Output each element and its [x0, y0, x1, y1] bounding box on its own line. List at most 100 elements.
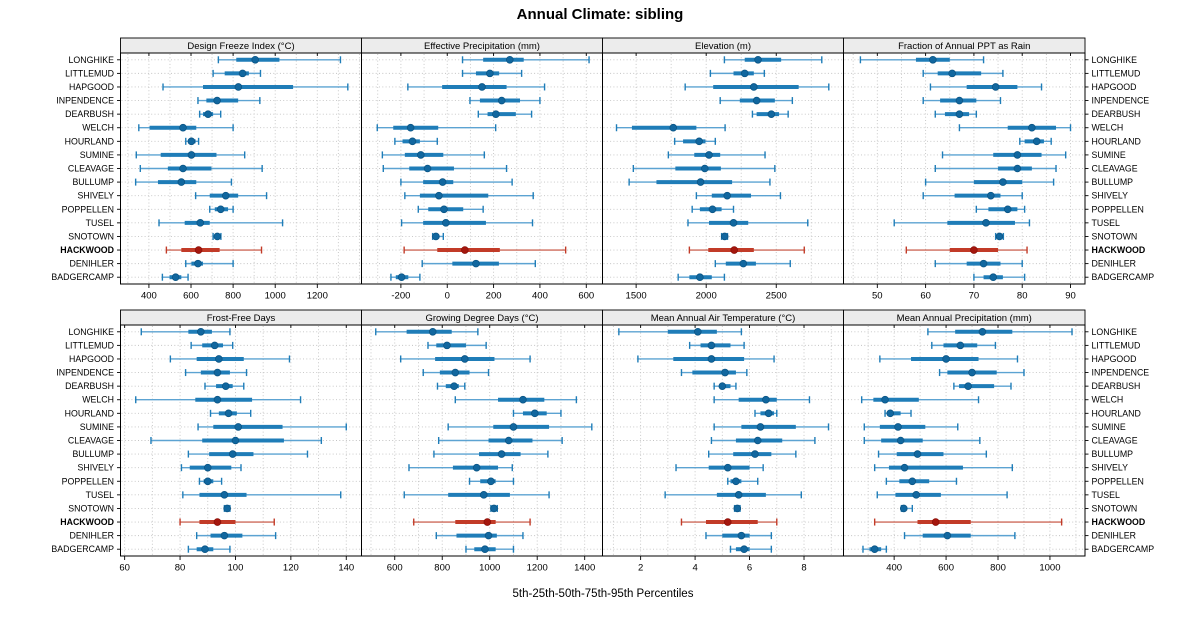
site-label-right: LONGHIKE: [1092, 55, 1138, 65]
interval-row-welch: [376, 123, 497, 132]
interval-row-cleavage: [382, 164, 508, 173]
site-label-left: DENIHLER: [70, 531, 114, 541]
median-dot: [171, 273, 180, 282]
interval-row-welch: [860, 395, 980, 404]
site-label-left: WELCH: [82, 395, 114, 405]
median-dot: [497, 450, 506, 458]
interval-row-cleavage: [934, 164, 1057, 173]
interval-row-hackwood: [179, 518, 275, 526]
median-dot: [486, 69, 494, 78]
median-dot: [428, 327, 437, 336]
median-dot: [721, 368, 729, 377]
median-dot: [956, 341, 965, 350]
median-dot: [723, 518, 732, 526]
axis-tick-label: 800: [225, 291, 241, 302]
interval-row-shively: [873, 463, 1013, 472]
site-label-left: HAPGOOD: [69, 82, 114, 92]
site-label-left: HACKWOOD: [60, 517, 114, 527]
median-dot: [483, 518, 492, 526]
median-dot: [707, 355, 716, 363]
median-dot: [929, 55, 937, 64]
xlab-caption: 5th-25th-50th-75th-95th Percentiles: [512, 588, 694, 600]
site-label-left: HOURLAND: [65, 408, 114, 418]
interval-row-cleavage: [710, 436, 816, 445]
interval-row-tusel: [400, 219, 534, 227]
axis-tick-label: 1400: [574, 563, 595, 574]
median-dot: [408, 137, 417, 146]
median-dot: [194, 259, 202, 268]
median-dot: [696, 273, 704, 282]
axis-tick-label: 2: [638, 563, 643, 574]
median-dot: [234, 83, 243, 91]
median-dot: [970, 246, 978, 254]
median-dot: [733, 504, 742, 513]
median-dot: [440, 205, 448, 214]
median-dot: [481, 545, 489, 554]
interval-row-hourland: [394, 137, 438, 146]
interval-row-hapgood: [879, 355, 1019, 363]
site-label-left: INPENDENCE: [56, 368, 114, 378]
interval-row-tusel: [182, 491, 342, 499]
axis-tick-label: 140: [338, 563, 354, 574]
median-dot: [179, 123, 187, 132]
interval-row-denihler: [934, 259, 1023, 268]
interval-row-hourland: [884, 409, 912, 418]
site-label-right: DEARBUSH: [1092, 109, 1141, 119]
interval-row-sumine: [197, 423, 347, 431]
interval-row-poppellen: [468, 477, 515, 486]
interval-row-hackwood: [403, 246, 567, 254]
interval-row-inpendence: [184, 368, 248, 377]
median-dot: [472, 463, 481, 472]
median-dot: [197, 327, 205, 336]
interval-row-hourland: [1019, 137, 1052, 146]
interval-row-snotown: [994, 232, 1005, 241]
site-label-right: BULLUMP: [1092, 177, 1134, 187]
interval-row-cleavage: [139, 164, 263, 173]
interval-row-inpendence: [469, 96, 541, 105]
interval-row-denihler: [195, 531, 277, 540]
interval-row-sumine: [713, 423, 830, 431]
site-label-left: TUSEL: [86, 218, 114, 228]
median-dot: [750, 83, 758, 91]
median-dot: [251, 55, 260, 64]
interval-row-hapgood: [929, 83, 1043, 91]
median-dot: [968, 368, 976, 377]
site-label-right: LONGHIKE: [1092, 327, 1138, 337]
interval-row-littlemud: [931, 341, 997, 350]
interval-row-hourland: [209, 409, 252, 418]
interval-row-bullump: [187, 450, 309, 458]
median-dot: [1013, 151, 1022, 159]
site-label-left: TUSEL: [86, 490, 114, 500]
interval-row-welch: [615, 123, 726, 132]
interval-row-dearbush: [713, 382, 737, 390]
median-dot: [228, 450, 237, 458]
strip-label: Fraction of Annual PPT as Rain: [898, 41, 1030, 52]
median-dot: [723, 463, 732, 472]
median-dot: [767, 110, 776, 118]
site-label-left: INPENDENCE: [56, 96, 114, 106]
median-dot: [756, 423, 765, 431]
site-label-right: DENIHLER: [1092, 259, 1136, 269]
panel-fraction-of-annual-ppt-as-rain: Fraction of Annual PPT as Rain 50 60 70 80 90…: [843, 37, 1154, 302]
median-dot: [694, 327, 702, 336]
interval-row-hackwood: [905, 246, 1028, 254]
interval-row-snotown: [733, 504, 742, 513]
median-dot: [899, 504, 908, 513]
interval-row-shively: [194, 191, 268, 200]
interval-row-denihler: [714, 259, 791, 268]
median-dot: [213, 518, 222, 526]
interval-row-welch: [135, 395, 302, 404]
site-label-right: INPENDENCE: [1092, 368, 1150, 378]
median-dot: [908, 477, 917, 486]
axis-tick-label: 400: [141, 291, 157, 302]
panel-frost-free-days: Frost-Free Days 60 80 100 120 140 LONGHIKE LITT…: [51, 309, 362, 574]
interval-row-tusel: [403, 491, 550, 499]
interval-row-shively: [408, 463, 513, 472]
median-dot: [203, 463, 212, 472]
median-dot: [213, 395, 222, 404]
interval-row-dearbush: [477, 110, 533, 118]
median-dot: [870, 545, 879, 554]
interval-row-shively: [922, 191, 1023, 200]
site-label-right: TUSEL: [1092, 218, 1120, 228]
median-dot: [397, 273, 406, 282]
